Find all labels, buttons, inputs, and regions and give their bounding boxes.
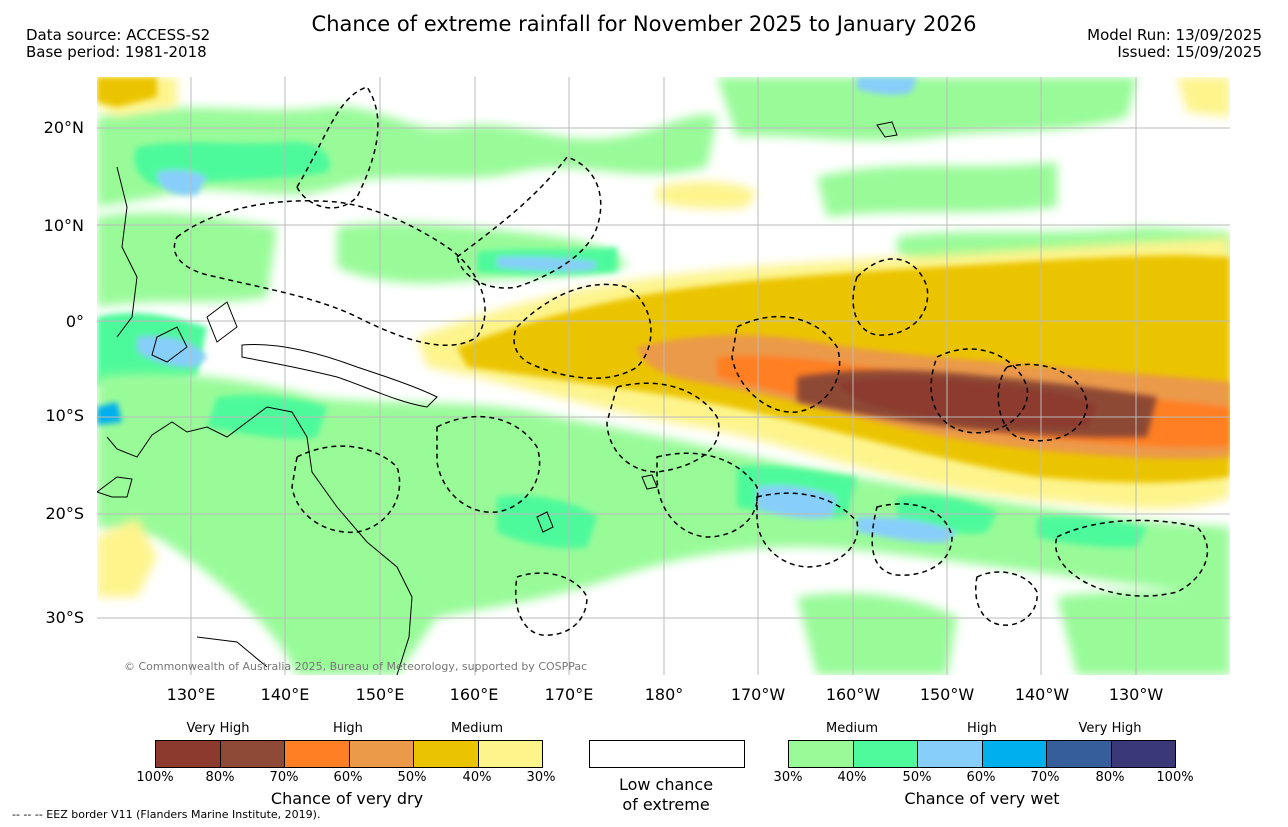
issued-line: Issued: 15/09/2025 [1117, 43, 1262, 61]
rainfall-map [97, 77, 1230, 675]
lon-label-170w: 170°W [730, 685, 786, 704]
wet-tick-100: 100% [1156, 770, 1194, 785]
rainfall-map-svg [97, 77, 1230, 675]
dry-swatch-4 [349, 741, 414, 767]
wet-swatch-5 [1047, 741, 1112, 767]
data-source-line: Data source: ACCESS-S2 [26, 26, 211, 44]
wet-swatch-2 [853, 741, 918, 767]
copyright-note: © Commonwealth of Australia 2025, Bureau… [124, 660, 588, 673]
data-source-info: Data source: ACCESS-S2 Base period: 1981… [26, 27, 210, 61]
lon-label-140e: 140°E [260, 685, 310, 704]
dry-swatch-2 [220, 741, 285, 767]
dry-category-high: High [333, 721, 363, 736]
lat-label-10s: 10°S [45, 406, 84, 425]
lon-label-140w: 140°W [1014, 685, 1070, 704]
wet-tick-60: 60% [966, 770, 996, 785]
lon-label-180: 180° [644, 685, 684, 704]
dry-caption: Chance of very dry [270, 789, 424, 808]
eez-border-note: -- -- -- EEZ border V11 (Flanders Marine… [12, 808, 321, 821]
lat-label-0: 0° [65, 312, 84, 331]
dry-swatch-1 [156, 741, 221, 767]
wet-swatch-3 [918, 741, 983, 767]
dry-tick-100: 100% [136, 770, 174, 785]
lon-label-170e: 170°E [544, 685, 594, 704]
lat-label-30s: 30°S [45, 608, 84, 627]
lon-label-160e: 160°E [449, 685, 499, 704]
dry-tick-30: 30% [526, 770, 556, 785]
wet-tick-80: 80% [1095, 770, 1125, 785]
eez-borders [173, 86, 1208, 636]
wet-swatch-6 [1111, 741, 1175, 767]
lon-label-150e: 150°E [355, 685, 405, 704]
lat-label-10n: 10°N [43, 216, 84, 235]
dry-category-very-high: Very High [186, 721, 250, 736]
wet-swatch-1 [789, 741, 854, 767]
dry-tick-60: 60% [333, 770, 363, 785]
lon-label-130w: 130°W [1108, 685, 1164, 704]
map-title: Chance of extreme rainfall for November … [311, 12, 977, 36]
wet-tick-50: 50% [902, 770, 932, 785]
lat-label-20n: 20°N [43, 118, 84, 137]
wet-category-very-high: Very High [1078, 721, 1142, 736]
dry-category-medium: Medium [451, 721, 503, 736]
graticule [97, 77, 1230, 675]
dry-tick-70: 70% [269, 770, 299, 785]
coastlines [97, 121, 898, 675]
dry-region-very-high [797, 370, 1157, 438]
low-chance-caption-2: of extreme [622, 795, 710, 814]
base-period-line: Base period: 1981-2018 [26, 43, 207, 61]
model-run-info: Model Run: 13/09/2025 Issued: 15/09/2025 [1087, 27, 1262, 61]
wet-tick-70: 70% [1030, 770, 1060, 785]
wet-category-medium: Medium [826, 721, 878, 736]
dry-tick-50: 50% [397, 770, 427, 785]
low-chance-swatch [589, 740, 745, 768]
dry-swatch-3 [285, 741, 350, 767]
lat-label-20s: 20°S [45, 504, 84, 523]
lon-label-150w: 150°W [919, 685, 975, 704]
wet-tick-40: 40% [837, 770, 867, 785]
wet-swatch-4 [982, 741, 1047, 767]
dry-colorbar [155, 740, 543, 768]
wet-category-high: High [967, 721, 997, 736]
dry-tick-80: 80% [205, 770, 235, 785]
dry-tick-40: 40% [462, 770, 492, 785]
low-chance-caption-1: Low chance [618, 775, 714, 794]
wet-caption: Chance of very wet [904, 789, 1060, 808]
wet-colorbar [788, 740, 1176, 768]
wet-tick-30: 30% [773, 770, 803, 785]
lon-label-130e: 130°E [166, 685, 216, 704]
dry-swatch-6 [478, 741, 542, 767]
dry-swatch-5 [414, 741, 479, 767]
lon-label-160w: 160°W [825, 685, 881, 704]
model-run-line: Model Run: 13/09/2025 [1087, 26, 1262, 44]
